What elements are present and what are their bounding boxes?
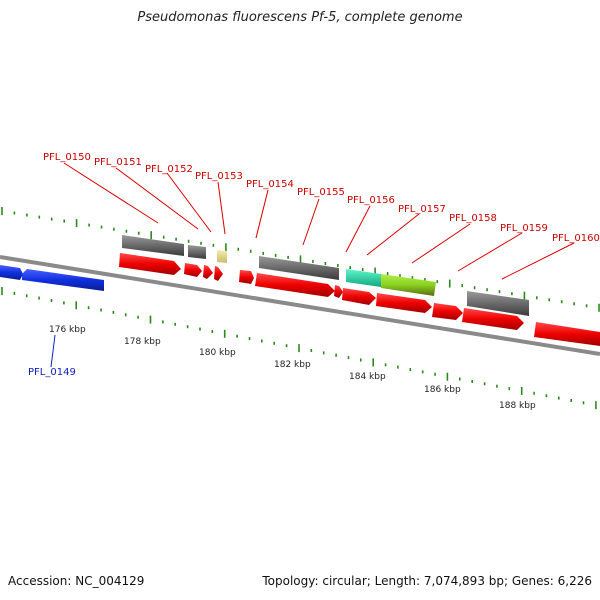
gene-label[interactable]: PFL_0155 — [297, 187, 345, 198]
gene-feature-blue[interactable] — [0, 265, 23, 280]
scale-label: 186 kbp — [424, 385, 461, 395]
gene-feature-red[interactable] — [203, 265, 213, 279]
genome-backbone — [0, 255, 600, 356]
accession-text: Accession: NC_004129 — [8, 574, 145, 588]
gene-feature-red[interactable] — [432, 303, 463, 320]
gene-feature-gray — [188, 245, 206, 259]
gene-features — [0, 235, 600, 346]
scale-label: 188 kbp — [499, 401, 536, 411]
gene-label-leader-bottom — [50, 334, 56, 368]
tick-row-top — [1, 207, 600, 312]
gene-label[interactable]: PFL_0156 — [347, 195, 395, 206]
gene-label[interactable]: PFL_0158 — [449, 213, 497, 224]
scale-label: 176 kbp — [49, 325, 86, 335]
gene-label-bottom[interactable]: PFL_0149 — [28, 367, 76, 378]
gene-label[interactable]: PFL_0152 — [145, 164, 193, 175]
genome-stats-text: Topology: circular; Length: 7,074,893 bp… — [262, 574, 592, 588]
gene-feature-red[interactable] — [255, 273, 335, 297]
scale-label: 178 kbp — [124, 337, 161, 347]
scale-label: 184 kbp — [349, 372, 386, 382]
scale-labels: 176 kbp 178 kbp 180 kbp 182 kbp 184 kbp … — [49, 325, 536, 411]
gene-label[interactable]: PFL_0154 — [246, 179, 294, 190]
gene-feature-red[interactable] — [119, 253, 181, 275]
gene-label[interactable]: PFL_0159 — [500, 223, 548, 234]
gene-feature-lime — [381, 274, 436, 296]
gene-feature-red[interactable] — [214, 266, 223, 281]
gene-label[interactable]: PFL_0151 — [94, 157, 142, 168]
gene-label[interactable]: PFL_0160 — [552, 233, 600, 244]
gene-labels: PFL_0150 PFL_0151 PFL_0152 PFL_0153 PFL_… — [43, 152, 600, 244]
gene-label[interactable]: PFL_0157 — [398, 204, 446, 215]
gene-feature-red[interactable] — [334, 285, 343, 298]
gene-feature-gray — [467, 291, 529, 316]
tick-row-bottom — [1, 287, 597, 410]
gene-label[interactable]: PFL_0150 — [43, 152, 91, 163]
gene-feature-red[interactable] — [376, 293, 432, 313]
gene-feature-red[interactable] — [342, 288, 376, 305]
scale-label: 182 kbp — [274, 360, 311, 370]
gene-feature-red[interactable] — [184, 263, 202, 277]
gene-feature-blue[interactable] — [22, 269, 104, 291]
gene-label-leaders — [63, 162, 575, 280]
gene-feature-red[interactable] — [239, 270, 254, 284]
gene-feature-pale — [217, 250, 227, 263]
gene-feature-cyan — [346, 269, 381, 287]
scale-label: 180 kbp — [199, 348, 236, 358]
gene-feature-gray — [259, 256, 339, 280]
map-title: Pseudomonas fluorescens Pf-5, complete g… — [137, 10, 463, 25]
gene-feature-red[interactable] — [534, 322, 600, 346]
gene-feature-gray — [122, 235, 184, 256]
gene-label[interactable]: PFL_0153 — [195, 171, 243, 182]
gene-feature-red[interactable] — [462, 308, 524, 330]
